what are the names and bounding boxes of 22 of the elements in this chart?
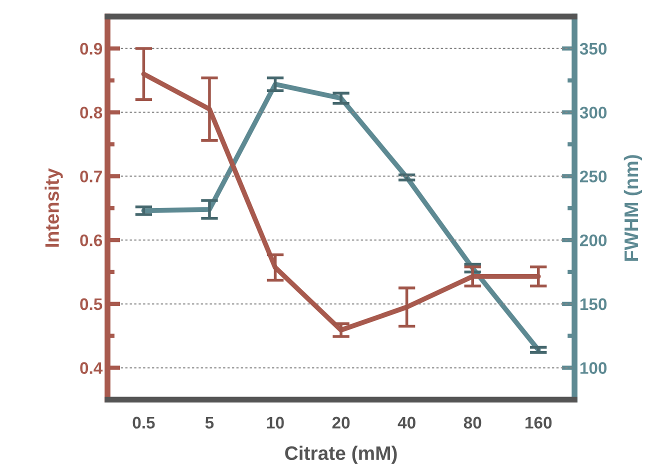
y2-tick-label: 100: [580, 362, 607, 374]
x-tick-label: 10: [267, 416, 284, 429]
y2-tick-label: 150: [580, 298, 607, 310]
y-tick-label: 0.6: [80, 234, 102, 246]
y-tick-label: 0.5: [80, 298, 102, 310]
y-tick-label: 0.9: [80, 42, 102, 55]
y-axis-title: Intensity: [44, 168, 63, 247]
y2-tick-label: 250: [580, 170, 607, 182]
x-tick-label: 40: [398, 416, 416, 429]
y2-tick-label: 350: [580, 42, 607, 55]
x-tick-label: 160: [526, 416, 552, 429]
x-axis-title: Citrate (mM): [285, 446, 397, 464]
x-tick-label: 20: [332, 416, 350, 429]
y-tick-label: 0.4: [80, 362, 103, 374]
y2-tick-label: 200: [580, 234, 607, 246]
x-tick-label: 80: [464, 416, 482, 429]
y2-tick-label: 300: [580, 106, 607, 119]
y-tick-label: 0.7: [80, 170, 102, 182]
y2-axis-title: FWHM (nm): [624, 155, 642, 261]
y-tick-label: 0.8: [80, 106, 102, 119]
x-tick-label: 0.5: [132, 416, 155, 429]
x-tick-label: 5: [205, 416, 214, 429]
